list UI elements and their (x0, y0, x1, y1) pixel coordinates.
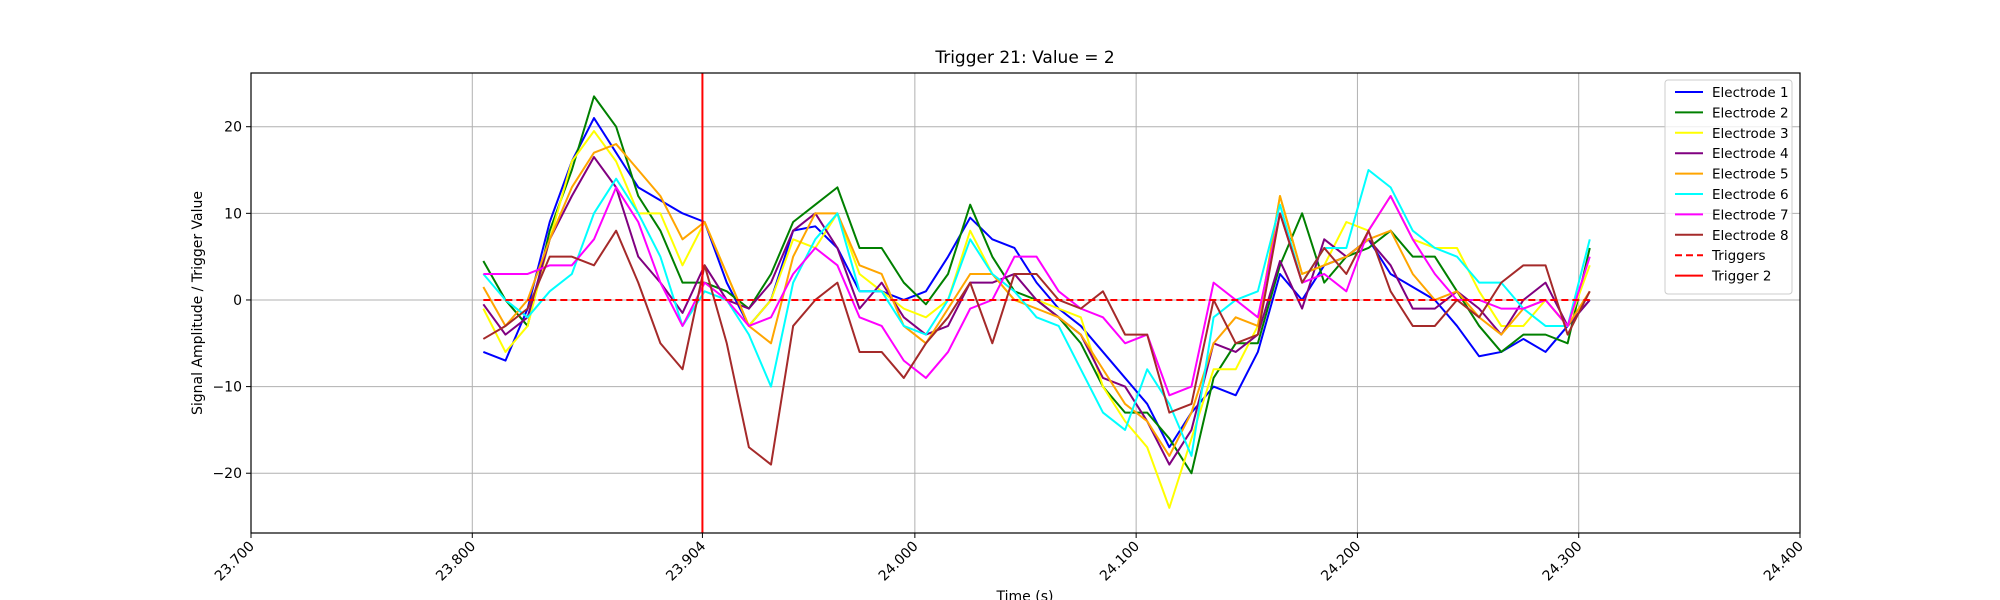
signal-line (482, 117, 1591, 449)
signal-line (482, 95, 1591, 475)
chart-title: Trigger 21: Value = 2 (934, 48, 1114, 68)
legend-label: Electrode 8 (1712, 228, 1789, 244)
legend-label: Electrode 5 (1712, 167, 1789, 183)
x-tick-label: 23.904 (663, 538, 709, 584)
x-tick-label: 24.400 (1761, 539, 1807, 585)
legend-label: Electrode 1 (1712, 85, 1789, 101)
legend-label: Trigger 2 (1711, 269, 1771, 285)
x-tick-label: 24.000 (876, 539, 922, 585)
y-tick-label: 0 (233, 293, 242, 309)
x-tick-label: 24.100 (1097, 539, 1143, 585)
x-tick-label: 24.300 (1540, 539, 1586, 585)
legend-label: Electrode 2 (1712, 105, 1789, 121)
x-axis-label: Time (s) (996, 589, 1054, 600)
x-tick-label: 23.700 (212, 539, 258, 585)
signal-line (482, 169, 1591, 457)
y-axis-label: Signal Amplitude / Trigger Value (190, 191, 206, 415)
plot-frame (250, 72, 1801, 534)
legend-label: Electrode 7 (1712, 207, 1789, 223)
y-tick-label: −10 (212, 380, 242, 396)
legend: Electrode 1 Electrode 2 Electrode 3 Electro… (1664, 79, 1793, 295)
legend-label: Electrode 4 (1712, 146, 1789, 162)
signal-line (483, 186, 1591, 397)
x-tick-label: 23.800 (433, 539, 479, 585)
legend-label: Electrode 6 (1712, 187, 1789, 203)
legend-label: Electrode 3 (1712, 126, 1789, 142)
y-tick-label: 10 (224, 206, 242, 222)
y-tick-label: −20 (212, 466, 242, 482)
x-tick-label: 24.200 (1318, 539, 1364, 585)
signal-line (482, 143, 1591, 457)
signal-line (482, 130, 1591, 509)
y-tick-label: 20 (224, 120, 242, 136)
signal-line (482, 212, 1591, 466)
legend-label: Triggers (1711, 248, 1766, 264)
